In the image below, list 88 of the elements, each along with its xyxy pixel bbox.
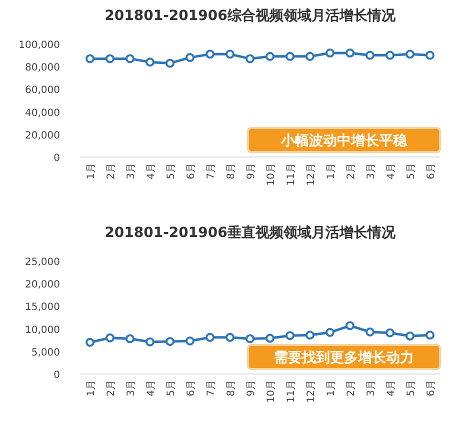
x-tick-label: 3月 [126,380,137,396]
x-tick-label: 4月 [146,163,157,180]
point [306,52,314,61]
point [306,330,314,340]
point [326,48,334,58]
x-tick-label: 2月 [346,380,357,396]
y-tick-label: 100,000 [18,40,60,51]
point [226,50,234,59]
y-tick-label: 5,000 [31,347,60,358]
point [406,50,414,59]
point [346,321,354,330]
point [286,52,294,61]
point [126,54,134,64]
point [106,333,114,342]
y-tick-label: 0 [54,153,60,164]
point [166,336,174,346]
point [386,328,394,338]
x-tick-label: 5月 [166,380,177,396]
point [226,332,234,342]
point [106,54,114,64]
point [146,337,154,346]
x-tick-label: 3月 [366,163,377,180]
y-tick-label: 25,000 [25,257,60,268]
x-tick-label: 3月 [366,380,377,396]
x-tick-label: 1月 [326,163,337,180]
y-tick-label: 15,000 [25,302,60,314]
point [246,54,254,64]
chart-title: 201801-201906综合视频领域月活增长情况 [104,7,396,24]
y-tick-label: 10,000 [25,324,60,336]
x-tick-label: 5月 [406,380,417,396]
point [286,331,294,340]
x-tick-label: 2月 [346,163,357,180]
x-tick-label: 3月 [126,163,137,180]
point [126,334,134,344]
annotation: 小幅波动中增长平稳 [280,133,408,149]
x-tick-label: 4月 [386,380,397,396]
y-tick-label: 20,000 [25,130,60,142]
point [206,332,214,342]
point [426,330,434,340]
x-tick-label: 8月 [226,380,237,396]
y-tick-label: 80,000 [25,62,60,74]
point [186,336,194,346]
x-tick-label: 4月 [146,380,157,396]
point [406,332,414,341]
x-tick-label: 1月 [86,380,97,396]
x-tick-label: 10月 [266,163,277,186]
x-tick-label: 6月 [426,163,437,180]
x-tick-label: 6月 [426,380,437,396]
x-tick-label: 12月 [306,380,317,403]
y-tick-label: 60,000 [25,85,60,96]
point [326,328,334,337]
y-tick-label: 40,000 [25,108,60,119]
x-tick-label: 11月 [286,163,297,186]
x-tick-label: 6月 [186,163,197,180]
y-tick-label: 0 [54,370,60,381]
point [266,334,274,343]
point [146,58,154,67]
x-tick-label: 8月 [226,163,237,180]
x-tick-label: 4月 [386,163,397,180]
point [186,53,194,62]
point [266,52,274,61]
x-tick-label: 2月 [106,163,117,180]
point [86,338,94,347]
x-tick-label: 9月 [246,380,257,396]
x-tick-label: 10月 [266,380,277,403]
point [366,327,374,336]
point [86,54,94,64]
x-tick-label: 1月 [86,163,97,180]
x-tick-label: 7月 [206,380,217,396]
x-tick-label: 5月 [406,163,417,180]
point [346,48,354,58]
x-tick-label: 9月 [246,163,257,180]
point [386,50,394,60]
x-tick-label: 12月 [306,163,317,186]
point [166,58,174,68]
x-tick-label: 6月 [186,380,197,396]
point [366,50,374,60]
chart-title: 201801-201906垂直视频领域月活增长情况 [104,224,396,241]
point [246,334,254,344]
x-tick-label: 2月 [106,380,117,396]
y-tick-label: 20,000 [25,280,60,291]
point [206,50,214,59]
x-tick-label: 1月 [326,380,337,396]
x-tick-label: 11月 [286,380,297,403]
x-tick-label: 5月 [166,163,177,180]
annotation: 需要找到更多增长动力 [274,350,414,366]
x-tick-label: 7月 [206,163,217,180]
point [426,50,434,60]
